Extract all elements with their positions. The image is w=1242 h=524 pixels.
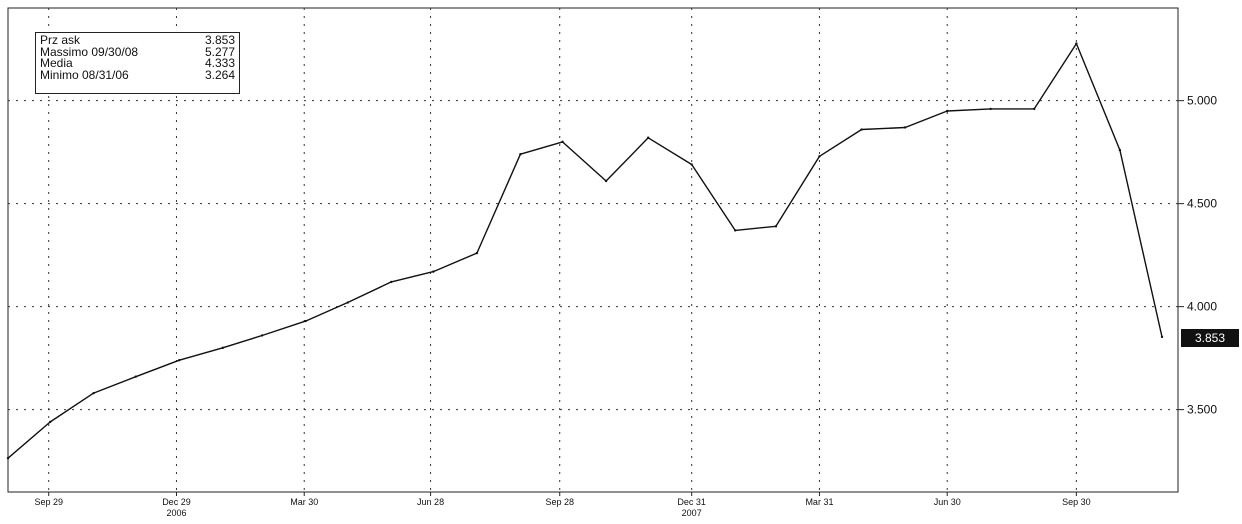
data-point <box>346 301 349 304</box>
series-line <box>7 42 1163 459</box>
x-tick-label: Jun 28 <box>417 497 444 507</box>
x-tick-label: Mar 31 <box>805 497 833 507</box>
data-point <box>390 280 393 284</box>
data-point <box>134 375 137 378</box>
x-tick-label: Dec 31 <box>677 497 706 507</box>
data-point <box>561 140 564 144</box>
data-point <box>774 225 778 228</box>
last-price-marker: 3.853 <box>1181 329 1239 347</box>
y-tick-label: 4.500 <box>1187 197 1217 211</box>
data-point <box>1033 107 1036 111</box>
year-label: 2006 <box>166 508 186 518</box>
data-point <box>903 126 907 129</box>
legend-row: Prz ask 3.853 <box>40 33 235 47</box>
legend-value: 3.853 <box>204 33 235 47</box>
y-tick-label: 3.500 <box>1187 403 1217 417</box>
legend-value: 5.277 <box>204 44 235 59</box>
legend-row: Media 4.333 <box>40 56 235 70</box>
data-point <box>304 319 307 323</box>
legend-row: Minimo 08/31/06 3.264 <box>40 67 235 82</box>
legend-label: Massimo 09/30/08 <box>40 44 139 59</box>
year-label: 2007 <box>682 508 702 518</box>
legend-row: Massimo 09/30/08 5.277 <box>40 44 235 59</box>
x-tick-label: Dec 29 <box>162 497 191 507</box>
legend-label: Minimo 08/31/06 <box>40 67 129 82</box>
x-tick-label: Sep 29 <box>34 497 63 507</box>
plot-frame <box>7 7 1179 493</box>
data-point <box>475 251 479 255</box>
x-tick-label: Sep 30 <box>1062 497 1091 507</box>
data-point <box>260 334 264 337</box>
y-tick-label: 5.000 <box>1187 94 1217 108</box>
data-point <box>178 358 181 362</box>
data-point <box>989 107 992 111</box>
legend-value: 4.333 <box>204 56 235 70</box>
data-point <box>6 457 10 460</box>
data-point <box>1118 148 1122 152</box>
data-point <box>946 109 949 113</box>
legend-value: 3.264 <box>204 67 235 82</box>
data-point <box>734 229 737 232</box>
x-tick-label: Sep 28 <box>545 497 574 507</box>
x-tick-label: Jun 30 <box>934 497 961 507</box>
data-point <box>818 155 821 158</box>
chart-legend: Prz ask 3.853 Massimo 09/30/08 5.277 Med… <box>35 32 240 94</box>
data-point <box>860 128 863 131</box>
x-tick-label: Mar 30 <box>290 497 318 507</box>
y-tick-label: 4.000 <box>1187 300 1217 314</box>
data-point <box>1075 42 1078 45</box>
data-point <box>92 391 95 395</box>
legend-label: Prz ask <box>40 33 81 47</box>
data-point <box>1160 335 1164 339</box>
data-point <box>519 153 522 156</box>
data-point <box>48 420 52 424</box>
data-point <box>690 163 693 166</box>
legend-label: Media <box>40 56 73 70</box>
data-point <box>604 179 608 183</box>
data-point <box>221 346 224 350</box>
data-point <box>646 136 650 139</box>
data-point <box>432 270 435 273</box>
